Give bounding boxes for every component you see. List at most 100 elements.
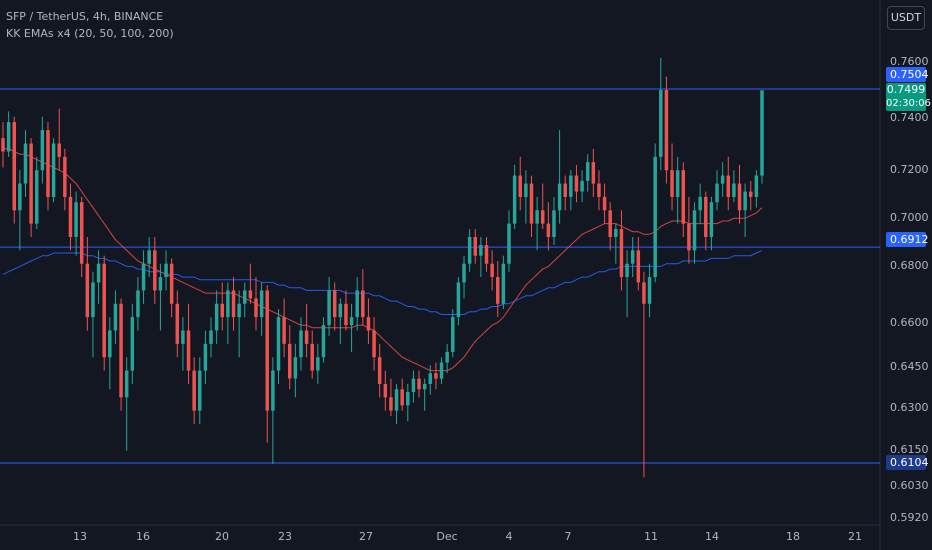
candle-body [406, 391, 410, 406]
candle-body [57, 143, 61, 157]
candle-body [265, 290, 269, 411]
candle-body [754, 175, 759, 197]
candle-body [287, 343, 292, 379]
candle-body [6, 122, 11, 152]
candle-body [316, 357, 320, 371]
candle-body [569, 175, 573, 197]
candle-body [434, 373, 438, 379]
candle-body [63, 156, 67, 197]
candle-body [501, 263, 506, 304]
last-price-value: 0.7499 [886, 83, 926, 96]
price-tick-label: 0.6300 [890, 401, 929, 414]
time-tick-label: 7 [565, 530, 572, 543]
candle-body [175, 303, 180, 344]
time-tick-label: 11 [644, 530, 658, 543]
candle-body [96, 263, 101, 283]
time-tick-label: 14 [705, 530, 719, 543]
candle-body [439, 362, 444, 379]
candle-body [411, 378, 416, 392]
candle-body [529, 183, 534, 224]
candle-body [675, 170, 680, 197]
candle-body [749, 191, 753, 197]
candle-body [445, 351, 449, 363]
candle-body [614, 228, 618, 237]
candle-body [198, 370, 202, 411]
candle-body [563, 183, 567, 197]
candle-body [119, 303, 123, 398]
symbol-title: SFP / TetherUS, 4h, BINANCE [6, 10, 164, 23]
candle-body [372, 330, 376, 358]
price-tick-label: 0.7400 [890, 111, 929, 124]
candle-body [720, 175, 725, 184]
candle-body [23, 143, 28, 184]
time-tick-label: Dec [436, 530, 457, 543]
candle-body [158, 277, 163, 291]
time-tick-label: 20 [215, 530, 229, 543]
candle-body [181, 330, 185, 344]
indicator-legend[interactable]: KK EMAs x4 (20, 50, 100, 200) [6, 27, 174, 40]
candle-body [34, 170, 39, 224]
candle-body [85, 263, 90, 318]
candle-body [726, 175, 731, 197]
candle-body [557, 183, 562, 211]
time-tick-label: 23 [278, 530, 292, 543]
candle-body [574, 175, 579, 192]
time-tick-label: 13 [73, 530, 87, 543]
candle-body [102, 263, 106, 358]
candle-body [428, 373, 433, 384]
time-tick-label: 21 [848, 530, 862, 543]
candle-body [709, 202, 714, 237]
candle-body [192, 370, 196, 411]
candle-body [619, 228, 624, 278]
candle-body [698, 196, 702, 211]
candle-body [243, 290, 247, 304]
candle-body [237, 303, 241, 318]
price-tick-label: 0.7000 [890, 211, 929, 224]
time-axis-labels: 13 16 20 23 27 Dec 4 7 11 14 18 21 [73, 530, 862, 543]
candle-body [602, 196, 607, 211]
price-tag-support2: 0.6104 [886, 455, 929, 470]
candle-body [332, 290, 337, 318]
candle-body [349, 317, 354, 326]
ema-line-red [3, 148, 763, 372]
candle-body [540, 210, 545, 224]
candle-body [704, 196, 708, 237]
price-tick-label: 0.6800 [890, 259, 929, 272]
candle-body [282, 317, 286, 344]
candle-body [670, 170, 674, 197]
candle-body [271, 370, 275, 411]
price-tick-label: 0.6150 [890, 443, 929, 456]
candle-body [108, 330, 112, 358]
candle-body [743, 191, 747, 211]
candle-body [535, 210, 539, 224]
candle-body [113, 303, 118, 331]
currency-button[interactable]: USDT [887, 6, 925, 30]
candle-body [512, 175, 517, 224]
candle-body [248, 290, 253, 299]
candle-body [91, 282, 95, 318]
last-price-tag: 0.7499 02:30:06 [886, 83, 931, 111]
candle-body [68, 196, 73, 237]
candle-body [417, 378, 421, 390]
candle-body [659, 90, 663, 157]
candle-body [79, 202, 84, 264]
price-tick-label: 0.6030 [890, 479, 929, 492]
candle-body [585, 162, 590, 181]
candle-body [484, 245, 489, 264]
candle-body [321, 325, 326, 358]
candle-body [276, 317, 281, 371]
candle-body [299, 330, 303, 358]
ema-line-blue [2, 249, 763, 315]
candle-body [293, 357, 298, 379]
candle-body [608, 210, 612, 237]
candle-body [338, 303, 343, 318]
candle-body [687, 223, 691, 251]
candle-body [630, 250, 635, 264]
time-tick-label: 4 [506, 530, 513, 543]
candles [1, 58, 764, 478]
candle-body [164, 263, 168, 278]
candle-body [681, 170, 686, 224]
candle-body [496, 277, 500, 304]
candle-body [507, 223, 511, 264]
